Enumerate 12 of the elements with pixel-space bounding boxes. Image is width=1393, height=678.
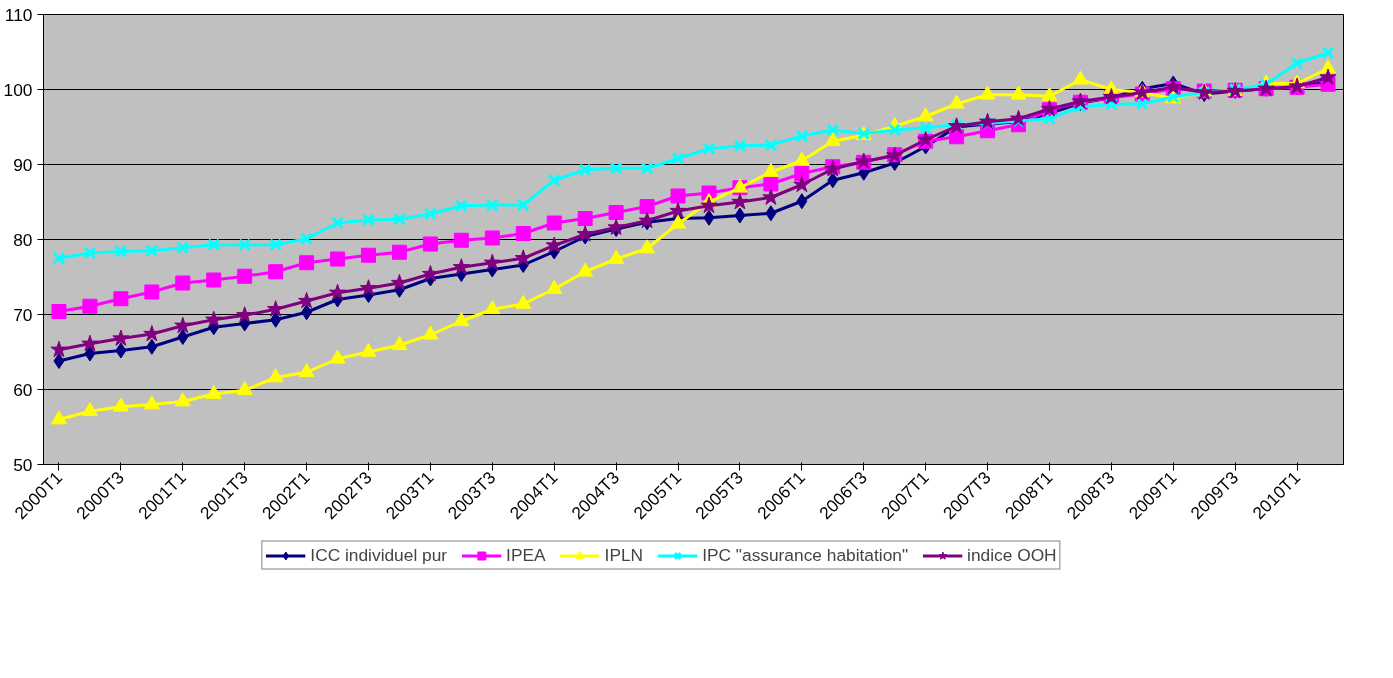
legend-label: ICC individuel pur — [310, 544, 448, 566]
y-tick-label: 100 — [3, 79, 33, 100]
y-tick-label: 70 — [13, 304, 33, 325]
y-tick-label: 110 — [4, 4, 33, 25]
legend-label: indice OOH — [967, 544, 1057, 566]
legend-label: IPEA — [506, 544, 546, 566]
y-tick-label: 80 — [13, 229, 33, 250]
y-tick-label: 90 — [13, 154, 33, 175]
y-tick-label: 60 — [13, 379, 33, 400]
y-tick-label: 50 — [13, 454, 33, 475]
legend-label: IPLN — [604, 544, 644, 566]
legend-label: IPC "assurance habitation" — [702, 544, 909, 566]
